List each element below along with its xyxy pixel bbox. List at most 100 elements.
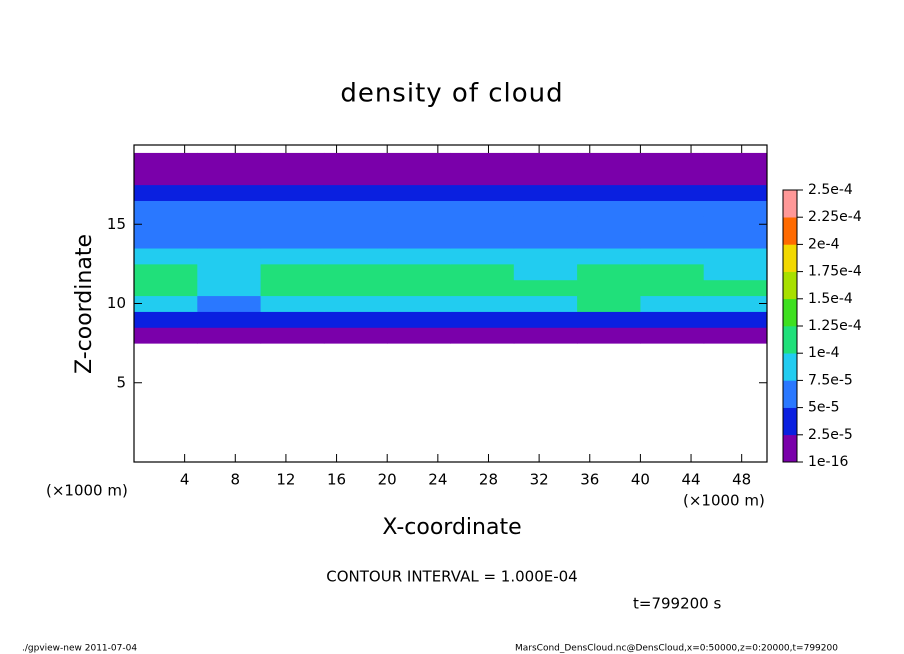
- colorbar-swatch: [783, 244, 797, 272]
- cell: [260, 327, 325, 344]
- cell: [577, 263, 641, 281]
- cell: [640, 311, 705, 328]
- colorbar-label: 2e-4: [808, 236, 840, 252]
- cell: [387, 311, 451, 328]
- cell: [197, 279, 262, 297]
- cell: [577, 311, 641, 328]
- cell: [134, 232, 198, 249]
- cell: [703, 263, 768, 281]
- footer-left: ./gpview-new 2011-07-04: [22, 644, 137, 654]
- cell: [260, 152, 325, 170]
- cell: [197, 216, 262, 233]
- x-tick-label: 4: [180, 471, 190, 489]
- colorbar-swatch: [783, 271, 797, 300]
- cell: [197, 327, 262, 344]
- cell: [513, 232, 578, 249]
- cell: [387, 232, 451, 249]
- cell: [197, 184, 262, 201]
- x-axis-label: X-coordinate: [382, 515, 521, 540]
- colorbar-swatch: [783, 190, 797, 218]
- colorbar-swatch: [783, 217, 797, 245]
- colorbar-label: 1e-16: [808, 454, 848, 470]
- cell: [387, 327, 451, 344]
- x-tick-label: 28: [479, 471, 498, 489]
- cell: [197, 263, 262, 281]
- cell: [323, 152, 388, 170]
- footer-right: MarsCond_DensCloud.nc@DensCloud,x=0:5000…: [515, 644, 838, 654]
- cell: [640, 263, 705, 281]
- cell: [577, 200, 641, 217]
- cell: [577, 168, 641, 186]
- cell: [134, 184, 198, 201]
- cell: [197, 295, 262, 312]
- cell: [450, 216, 515, 233]
- x-tick-label: 20: [378, 471, 397, 489]
- cell: [703, 295, 768, 312]
- colorbar-label: 1e-4: [808, 345, 840, 361]
- x-tick-label: 40: [631, 471, 650, 489]
- y-tick-label: 10: [107, 294, 126, 312]
- cell: [387, 248, 451, 265]
- cell: [197, 200, 262, 217]
- cell: [323, 232, 388, 249]
- cell: [134, 168, 198, 186]
- cell: [513, 279, 578, 297]
- colorbar-label: 1.25e-4: [808, 318, 862, 334]
- x-tick-label: 24: [428, 471, 447, 489]
- cell: [640, 295, 705, 312]
- cell: [197, 168, 262, 186]
- x-unit: (×1000 m): [683, 492, 765, 510]
- colorbar-label: 2.25e-4: [808, 209, 862, 225]
- cell: [323, 200, 388, 217]
- colorbar-label: 1.5e-4: [808, 291, 853, 307]
- cell: [260, 184, 325, 201]
- cell: [703, 152, 768, 170]
- cell: [323, 263, 388, 281]
- cell: [323, 168, 388, 186]
- cell: [640, 232, 705, 249]
- colorbar-swatch: [783, 407, 797, 436]
- cell: [577, 327, 641, 344]
- x-tick-label: 32: [530, 471, 549, 489]
- cell: [134, 248, 198, 265]
- cell: [450, 263, 515, 281]
- cell: [577, 232, 641, 249]
- cell: [703, 232, 768, 249]
- cell: [387, 216, 451, 233]
- cell: [387, 168, 451, 186]
- cell: [197, 311, 262, 328]
- cell: [260, 232, 325, 249]
- colorbar-label: 1.75e-4: [808, 264, 862, 280]
- cell: [513, 311, 578, 328]
- cell: [577, 152, 641, 170]
- cell: [134, 279, 198, 297]
- x-tick-label: 8: [231, 471, 241, 489]
- cell: [134, 152, 198, 170]
- colorbar-swatch: [783, 326, 797, 354]
- time-note: t=799200 s: [633, 595, 721, 613]
- colorbar-label: 2.5e-4: [808, 182, 853, 198]
- cell: [513, 168, 578, 186]
- cell: [387, 152, 451, 170]
- colorbar-swatch: [783, 434, 797, 463]
- cell: [640, 279, 705, 297]
- cell: [577, 184, 641, 201]
- y-axis-label: Z-coordinate: [72, 234, 97, 374]
- cell: [387, 295, 451, 312]
- cell: [323, 311, 388, 328]
- cell: [640, 152, 705, 170]
- x-tick-label: 12: [276, 471, 295, 489]
- cell: [260, 168, 325, 186]
- cell: [323, 295, 388, 312]
- cell: [134, 327, 198, 344]
- colorbar-swatch: [783, 298, 797, 327]
- cell: [260, 311, 325, 328]
- cell: [703, 216, 768, 233]
- cell: [513, 152, 578, 170]
- cell: [450, 327, 515, 344]
- cell: [640, 200, 705, 217]
- cell: [260, 263, 325, 281]
- cell: [577, 295, 641, 312]
- cell: [197, 248, 262, 265]
- cell: [260, 200, 325, 217]
